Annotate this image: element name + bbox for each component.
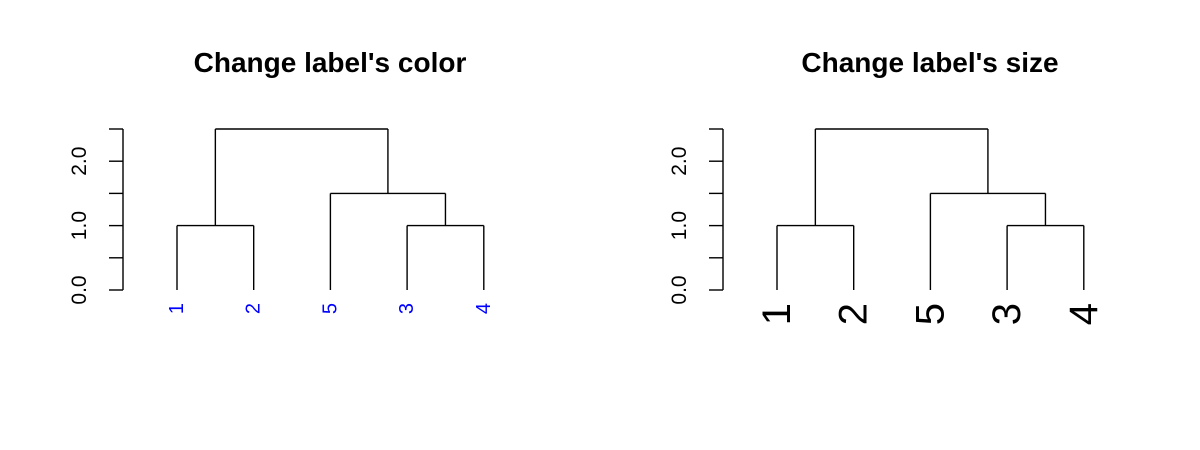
leaf-label: 3 (396, 303, 418, 314)
leaf-label: 5 (908, 303, 952, 325)
dendrogram-tree-color (176, 128, 485, 290)
dendrogram-tree-size (776, 128, 1085, 290)
leaf-label: 2 (832, 303, 876, 325)
leaf-label: 5 (319, 303, 341, 314)
leaf-label: 3 (985, 303, 1029, 325)
panel-change-label-size: Change label's size 0.0 1.0 2.0 1 2 5 3 4 (668, 47, 1106, 325)
y-tick-label: 0.0 (68, 275, 91, 304)
panel-title-size: Change label's size (801, 47, 1058, 78)
leaf-label: 1 (166, 303, 188, 314)
leaf-label: 4 (1062, 303, 1106, 325)
leaf-label: 4 (473, 303, 495, 314)
panel-change-label-color: Change label's color 0.0 1.0 2.0 1 2 5 3 4 (68, 47, 495, 314)
leaf-label: 2 (243, 303, 265, 314)
panel-title-color: Change label's color (194, 47, 467, 78)
leaf-labels-size: 1 2 5 3 4 (755, 303, 1106, 325)
y-axis-color: 0.0 1.0 2.0 (68, 128, 124, 305)
leaf-labels-color: 1 2 5 3 4 (166, 303, 495, 314)
y-axis-size: 0.0 1.0 2.0 (668, 128, 724, 305)
y-tick-label: 2.0 (668, 147, 691, 176)
y-tick-label: 1.0 (668, 211, 691, 240)
y-tick-label: 2.0 (68, 147, 91, 176)
y-tick-label: 0.0 (668, 275, 691, 304)
leaf-label: 1 (755, 303, 799, 325)
y-tick-label: 1.0 (68, 211, 91, 240)
